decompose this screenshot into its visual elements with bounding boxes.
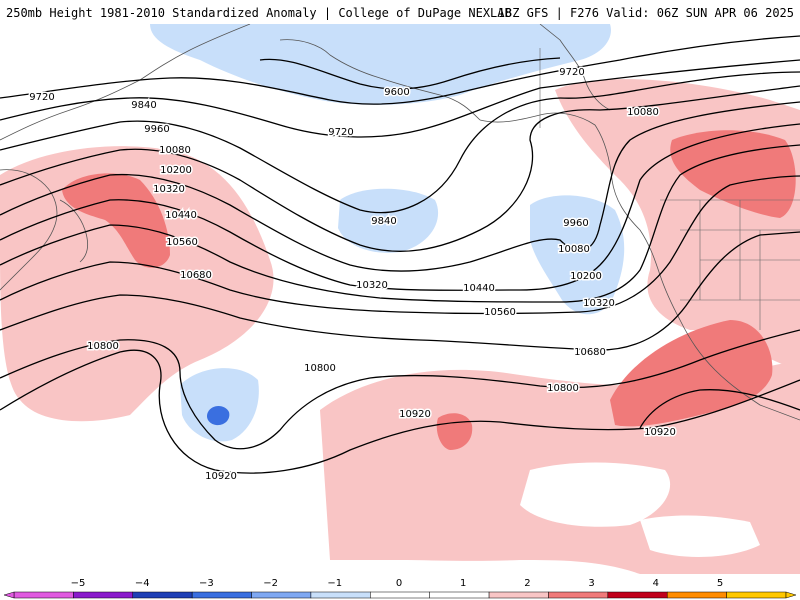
colorbar: −5 −4 −3 −2 −1 0 1 2 3 4 5	[0, 574, 800, 600]
contour-label: 10080	[627, 107, 659, 118]
contour-label: 10680	[574, 347, 606, 358]
colorbar-canvas: −5 −4 −3 −2 −1 0 1 2 3 4 5	[3, 578, 797, 599]
political-boundaries	[539, 48, 800, 330]
colorbar-segment	[251, 591, 312, 599]
contour-label: 10320	[356, 280, 388, 291]
colorbar-max-arrow	[785, 591, 797, 599]
anomaly-negative-1	[150, 24, 625, 442]
colorbar-tick-label: −2	[263, 578, 278, 589]
contour-label: 9720	[559, 67, 584, 78]
contour-label: 10440	[463, 283, 495, 294]
height-contours	[0, 35, 800, 474]
map-header: 250mb Height 1981-2010 Standardized Anom…	[0, 0, 800, 26]
contour-label: 10320	[153, 184, 185, 195]
contour-label: 10920	[399, 409, 431, 420]
colorbar-segment	[310, 591, 371, 599]
colorbar-tick-label: 2	[524, 578, 530, 589]
anomaly-negative-3	[206, 406, 230, 426]
contour-labels: 9720 9840 9960 10080 10200 10320 10440 10560 106…	[28, 66, 678, 484]
colorbar-segment	[548, 591, 609, 599]
colorbar-segment	[132, 591, 193, 599]
contour-label: 10320	[583, 298, 615, 309]
contour-label: 10800	[87, 341, 119, 352]
anomaly-holes	[520, 462, 760, 557]
colorbar-tick-label: −1	[327, 578, 342, 589]
contour-label: 10800	[547, 383, 579, 394]
colorbar-segment	[488, 591, 549, 599]
colorbar-min-arrow	[3, 591, 15, 599]
contour-label: 10920	[644, 427, 676, 438]
colorbar-segment	[13, 591, 74, 599]
map-panel[interactable]: 9720 9840 9960 10080 10200 10320 10440 10560 106…	[0, 24, 800, 574]
contour-label: 10920	[205, 471, 237, 482]
colorbar-tick-label: −3	[199, 578, 214, 589]
colorbar-segment	[191, 591, 252, 599]
contour-label: 9960	[563, 218, 588, 229]
colorbar-tick-label: 0	[396, 578, 402, 589]
contour-label: 10200	[570, 271, 602, 282]
contour-label: 9840	[131, 100, 156, 111]
map-title: 250mb Height 1981-2010 Standardized Anom…	[6, 6, 512, 20]
map-canvas[interactable]: 9720 9840 9960 10080 10200 10320 10440 10560 106…	[0, 24, 800, 574]
contour-label: 10800	[304, 363, 336, 374]
model-run-info: 18Z GFS | F276 Valid: 06Z SUN APR 06 202…	[497, 6, 794, 20]
anomaly-positive-2	[62, 130, 796, 450]
colorbar-segment	[666, 591, 727, 599]
colorbar-segment	[429, 591, 490, 599]
colorbar-segment	[607, 591, 668, 599]
contour-label: 9720	[328, 127, 353, 138]
contour-label: 10560	[484, 307, 516, 318]
contour-label: 10200	[160, 165, 192, 176]
contour-label: 9960	[144, 124, 169, 135]
contour-label: 10680	[180, 270, 212, 281]
colorbar-tick-label: −4	[135, 578, 150, 589]
colorbar-tick-label: 5	[717, 578, 723, 589]
contour-label: 10080	[159, 145, 191, 156]
contour-label: 10440	[165, 210, 197, 221]
colorbar-tick-label: 3	[588, 578, 594, 589]
contour-label: 9840	[371, 216, 396, 227]
colorbar-segment	[73, 591, 134, 599]
colorbar-segment	[726, 591, 787, 599]
colorbar-segment	[370, 591, 430, 599]
contour-label: 9600	[384, 87, 409, 98]
colorbar-tick-label: 1	[460, 578, 466, 589]
colorbar-tick-label: −5	[71, 578, 86, 589]
contour-label: 10080	[558, 244, 590, 255]
colorbar-tick-label: 4	[653, 578, 659, 589]
contour-label: 9720	[29, 92, 54, 103]
contour-label: 10560	[166, 237, 198, 248]
